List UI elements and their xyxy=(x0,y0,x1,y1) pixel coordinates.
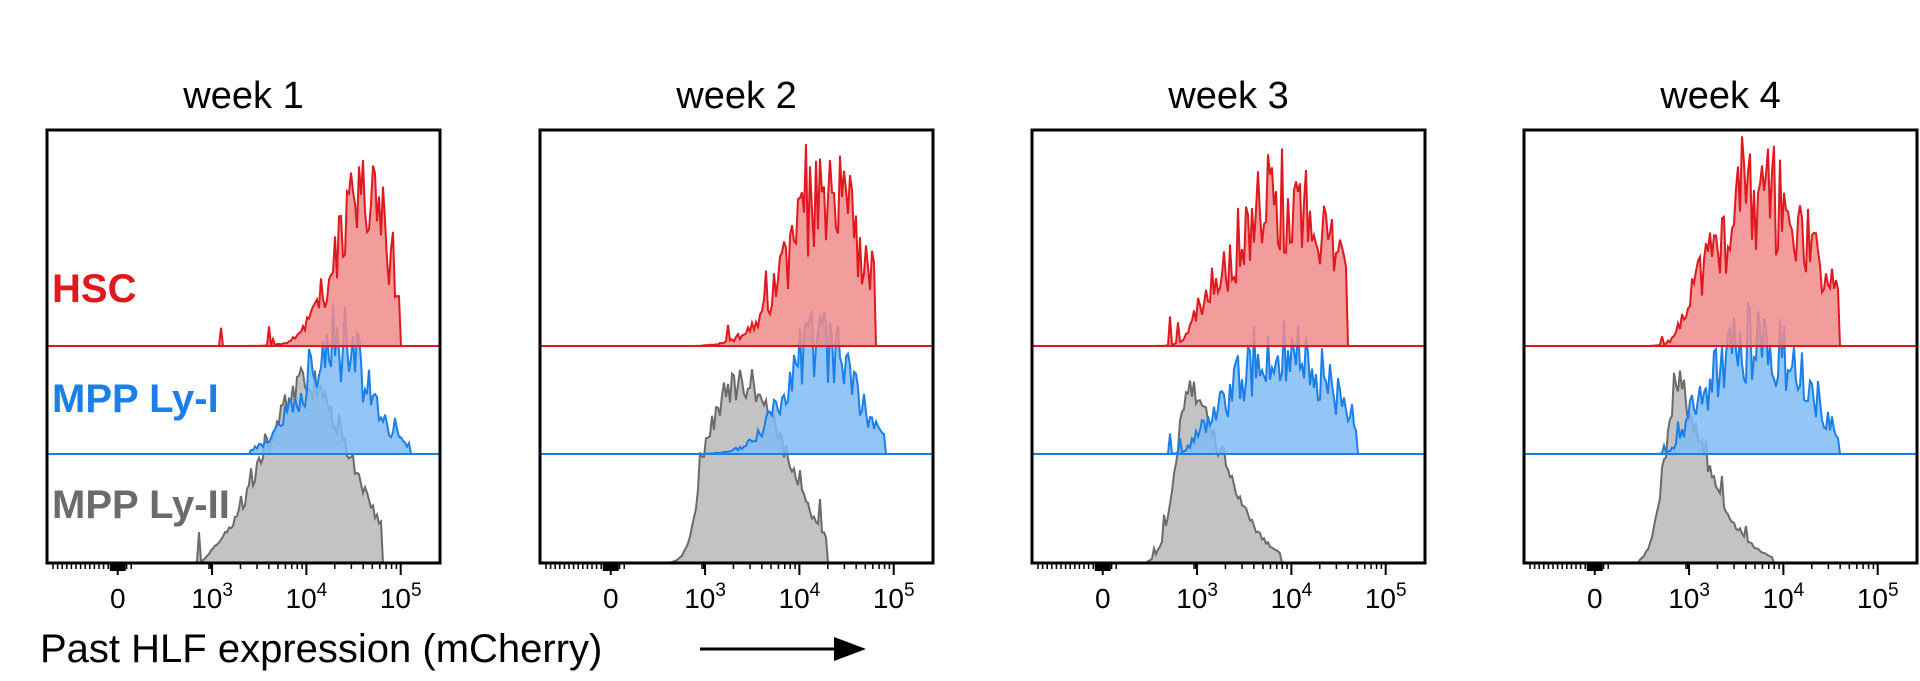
panel-week-4: week 4 0 103 104 105 xyxy=(1522,75,1919,614)
panel-week-3: week 3 0 103 104 105 xyxy=(1030,75,1427,614)
histogram-hsc xyxy=(1032,148,1425,347)
row-label-mpp-ly-ii: MPP Ly-II xyxy=(52,483,230,527)
panel-title: week 2 xyxy=(675,75,796,117)
direction-arrow-head xyxy=(834,637,866,661)
panel-week-1: week 1 0 103 104 105 xyxy=(45,75,442,614)
tick-label: 105 xyxy=(1857,580,1899,614)
panel-week-2: week 2 0 103 104 105 xyxy=(538,75,935,614)
panel-title: week 3 xyxy=(1167,75,1288,117)
tick-label: 105 xyxy=(873,580,915,614)
tick-label: 104 xyxy=(779,580,821,614)
panel-frame xyxy=(1522,128,1919,565)
panel-frame xyxy=(45,128,442,565)
tick-label: 0 xyxy=(1095,583,1111,614)
tick-label: 0 xyxy=(603,583,619,614)
tick-label: 103 xyxy=(684,580,726,614)
tick-label: 0 xyxy=(1587,583,1603,614)
histogram-mpp-ly-ii xyxy=(1524,370,1917,563)
row-labels: HSC MPP Ly-I MPP Ly-II xyxy=(52,267,230,527)
tick-label: 104 xyxy=(286,580,328,614)
histogram-mpp-ly-ii xyxy=(47,364,440,563)
tick-label: 103 xyxy=(1668,580,1710,614)
row-label-hsc: HSC xyxy=(52,267,136,311)
panel-title: week 4 xyxy=(1659,75,1780,117)
histogram-mpp-ly-ii xyxy=(540,369,933,563)
tick-label: 103 xyxy=(191,580,233,614)
panel-frame xyxy=(538,128,935,565)
panels: week 1 0 103 104 105 week 2 0 103 104 105 week 3 0 1… xyxy=(45,75,1919,614)
x-axis-label: Past HLF expression (mCherry) xyxy=(40,627,602,671)
histogram-hsc xyxy=(540,144,933,347)
histogram-hsc xyxy=(47,159,440,347)
tick-label: 103 xyxy=(1176,580,1218,614)
histogram-hsc xyxy=(1524,136,1917,347)
tick-label: 0 xyxy=(110,583,126,614)
tick-label: 105 xyxy=(1365,580,1407,614)
tick-label: 105 xyxy=(380,580,422,614)
direction-arrow xyxy=(700,637,866,661)
panel-frame xyxy=(1030,128,1427,565)
tick-label: 104 xyxy=(1763,580,1805,614)
row-label-mpp-ly-i: MPP Ly-I xyxy=(52,377,219,421)
histogram-mpp-ly-ii xyxy=(1032,380,1425,563)
panel-title: week 1 xyxy=(182,75,303,117)
tick-label: 104 xyxy=(1271,580,1313,614)
